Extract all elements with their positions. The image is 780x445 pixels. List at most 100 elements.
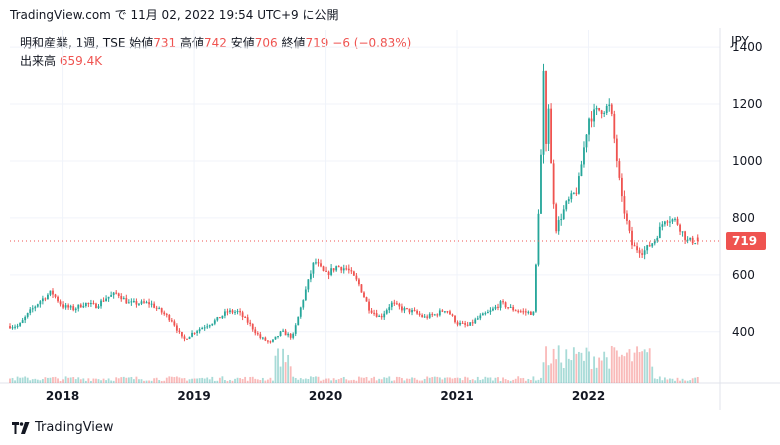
candle-body — [555, 204, 558, 232]
volume-bar — [542, 362, 545, 383]
volume-bar — [340, 378, 343, 383]
candle-body — [459, 322, 461, 325]
candle-body — [282, 330, 284, 332]
tradingview-brand[interactable]: TradingView — [12, 420, 114, 435]
volume-bar — [57, 378, 59, 383]
volume-bar — [74, 379, 77, 383]
candle-body — [633, 245, 636, 247]
candle-body — [95, 303, 97, 309]
volume-bar — [494, 377, 497, 383]
volume-bar — [203, 378, 206, 383]
volume-bar — [289, 366, 292, 383]
candle-body — [481, 313, 484, 316]
volume-bar — [598, 357, 601, 383]
volume-bar — [431, 377, 434, 383]
candle-body — [686, 239, 689, 241]
y-tick-label: 600 — [732, 268, 755, 282]
candle-body — [256, 333, 259, 335]
candle-body — [269, 341, 272, 343]
volume-bar — [443, 377, 446, 383]
volume-bar — [239, 378, 242, 383]
volume-bar — [112, 380, 115, 383]
candle-body — [229, 310, 231, 313]
volume-bar — [79, 379, 82, 383]
candle-body — [628, 220, 631, 231]
y-tick-label: 1400 — [732, 40, 763, 54]
volume-bar — [77, 377, 80, 383]
candle-body — [261, 337, 264, 339]
volume-bar — [188, 379, 191, 383]
candle-body — [504, 302, 507, 308]
volume-bar — [689, 380, 692, 383]
candle-body — [446, 311, 449, 313]
candle-body — [492, 308, 494, 311]
volume-bar — [315, 376, 317, 383]
volume-bar — [476, 376, 479, 383]
candle-body — [117, 293, 120, 297]
candle-body — [418, 313, 421, 315]
volume-bar — [519, 378, 522, 383]
candle-body — [535, 264, 537, 312]
volume-bar — [297, 379, 300, 383]
volume-bar — [636, 346, 638, 383]
candle-body — [469, 322, 472, 326]
candle-body — [512, 307, 515, 311]
candle-body — [251, 323, 254, 330]
candle-body — [155, 307, 158, 309]
candle-body — [646, 245, 649, 251]
volume-bar — [674, 380, 676, 383]
volume-bar — [416, 379, 418, 383]
volume-bar — [615, 350, 618, 383]
candle-body — [178, 330, 181, 332]
candle-body — [299, 307, 302, 317]
candle-body — [638, 250, 641, 254]
volume-bar — [138, 379, 140, 383]
volume-bar — [398, 376, 401, 383]
volume-bar — [512, 379, 515, 383]
candle-body — [279, 331, 282, 337]
volume-bar — [168, 376, 171, 383]
volume-bar — [24, 376, 27, 383]
volume-bar — [658, 376, 661, 383]
volume-legend: 出来高 659.4K — [20, 52, 102, 69]
candle-body — [92, 303, 95, 305]
volume-bar — [345, 379, 348, 383]
candle-body — [661, 224, 664, 227]
volume-bar — [669, 378, 671, 383]
candle-body — [653, 240, 656, 244]
candle-body — [674, 218, 676, 220]
candle-body — [79, 304, 82, 308]
candle-body — [401, 306, 403, 311]
candle-body — [696, 237, 699, 241]
candle-body — [39, 301, 42, 305]
candle-body — [249, 322, 252, 324]
volume-bar — [226, 380, 229, 383]
volume-bar — [552, 348, 555, 383]
candle-body — [183, 336, 186, 339]
candle-body — [676, 218, 679, 225]
candle-body — [370, 310, 373, 313]
volume-bar — [342, 376, 345, 383]
volume-bar — [618, 356, 621, 383]
candle-body — [173, 321, 176, 326]
volume-bar — [620, 354, 623, 383]
candle-body — [145, 302, 148, 304]
candle-body — [224, 311, 226, 316]
volume-bar — [474, 380, 477, 383]
volume-bar — [600, 360, 603, 383]
candle-body — [234, 311, 236, 313]
volume-bar — [47, 377, 49, 383]
volume-bar — [648, 348, 651, 383]
candle-body — [461, 322, 464, 324]
candle-body — [168, 315, 171, 321]
candle-body — [218, 317, 221, 319]
candle-body — [441, 310, 444, 312]
volume-bar — [347, 380, 350, 383]
close-label: 終値 — [281, 36, 306, 50]
candle-body — [393, 302, 396, 304]
symbol-title[interactable]: 明和産業, 1週, TSE — [20, 36, 126, 50]
candle-body — [557, 220, 560, 232]
candle-body — [383, 313, 386, 318]
candle-body — [476, 318, 479, 320]
